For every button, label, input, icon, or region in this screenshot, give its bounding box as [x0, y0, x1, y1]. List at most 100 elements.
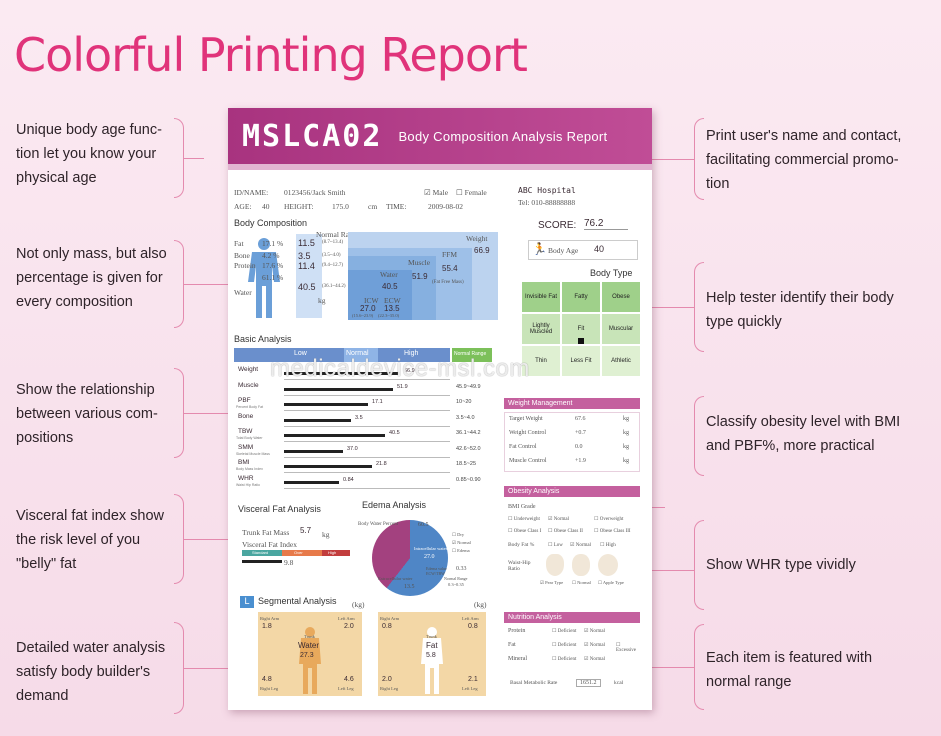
nutrition-checkbox: ☑: [584, 657, 590, 662]
visceral-over-band: [282, 550, 322, 556]
ecw-value: 13.5: [384, 304, 400, 313]
visceral-over-label: Over: [294, 550, 303, 555]
basic-row-range: 18.5~25: [456, 461, 477, 467]
visceral-standard-band: [242, 550, 282, 556]
icw-range: (15.6~23.9): [352, 313, 374, 318]
visceral-fat-title: Visceral Fat Analysis: [238, 504, 321, 514]
note-body-age: Unique body age func- tion let you know …: [16, 122, 162, 186]
bmr-unit: kcal: [614, 680, 624, 686]
basic-row-bar: [284, 480, 339, 484]
banner-strip: [228, 164, 652, 170]
nutrition-label: Mineral: [508, 656, 527, 662]
brace: [694, 396, 704, 476]
protein-range: (9.4~12.7): [322, 263, 344, 268]
bmi-option-5: ☐ Obese Class II: [548, 529, 583, 534]
basic-row-name: PBF: [238, 397, 251, 404]
obesity-analysis-title: Obesity Analysis: [504, 486, 640, 497]
visceral-bar: [242, 560, 282, 563]
fat-range: (8.7~13.4): [322, 240, 344, 245]
bmi-option-4: ☐ Obese Class I: [508, 529, 542, 534]
weight-mgmt-unit: kg: [623, 430, 629, 436]
brace: [174, 118, 184, 198]
basic-row-divider: [284, 379, 450, 380]
basic-row-value: 0.84: [343, 476, 354, 483]
nutrition-checkbox: ☐: [552, 657, 558, 662]
ecw-range: (22.3~35.0): [378, 313, 400, 318]
basic-row-bar: [284, 434, 385, 437]
bone-pct: 4.2 %: [262, 251, 280, 260]
basic-row-bar: [284, 418, 351, 422]
trunk-fat-label: Trunk Fat Mass: [242, 528, 290, 537]
segment-logo-icon: L: [240, 596, 254, 608]
bone-value: 3.5: [298, 251, 311, 261]
basic-row-value: 40.5: [389, 430, 400, 436]
water-center-label: Water: [298, 641, 320, 650]
whr-apple: ☐ Apple Type: [598, 580, 624, 585]
water-left-leg-label: Left Leg: [338, 686, 354, 691]
water-pct: 61.1 %: [262, 273, 284, 282]
leader-line: [184, 668, 254, 670]
protein-pct: 17.6 %: [262, 261, 284, 270]
basic-row-divider: [284, 456, 450, 458]
edema-bwp-value: 60.5: [418, 522, 429, 528]
basic-row-name: WHR: [238, 474, 254, 482]
brace: [694, 262, 704, 352]
basic-row-name: Bone: [238, 412, 254, 420]
nutrition-option-label: Deficient: [557, 643, 577, 648]
score-value: 76.2: [584, 218, 628, 230]
height-unit: cm: [368, 202, 378, 211]
basic-row-divider: [284, 410, 450, 411]
fat-figure: [420, 626, 444, 696]
nutrition-option-label: Deficient: [557, 629, 577, 634]
nutrition-option: ☑ Normal: [584, 656, 605, 662]
water-inner-value: 40.5: [382, 282, 398, 291]
trunk-fat-unit: kg: [322, 530, 330, 539]
id-label: ID/NAME:: [234, 188, 269, 197]
pear-figure: [546, 554, 564, 576]
fat-value: 11.5: [298, 238, 315, 248]
protein-value: 11.4: [298, 261, 315, 271]
water-left-leg-value: 4.6: [344, 676, 354, 683]
whr-label: Waist-Hip Ratio: [508, 560, 531, 572]
header-normal-range: Normal Range: [454, 351, 487, 357]
body-fat-normal: ☑ Normal: [570, 543, 592, 548]
basic-row-name: SMM: [238, 443, 254, 451]
bmr-label: Basal Metabolic Rate: [510, 680, 558, 686]
water-range: (36.1~44.2): [322, 284, 346, 289]
time-value: 2009-08-02: [428, 202, 463, 211]
basic-row-subtitle: Waist Hip Ratio: [236, 482, 260, 487]
nutrition-option-label: Deficient: [557, 657, 577, 662]
id-value: 0123456/Jack Smith: [284, 188, 346, 197]
basic-row-name: TBW: [238, 428, 253, 435]
score-label: SCORE:: [538, 220, 577, 231]
body-composition-title: Body Composition: [234, 218, 308, 228]
nutrition-option-label: Normal: [589, 657, 606, 662]
weight-mgmt-label: Target Weight: [509, 416, 543, 422]
basic-row-value: 51.9: [397, 383, 408, 390]
nutrition-option: ☐ Deficient: [552, 656, 576, 662]
bmi-option-2: ☑ Normal: [548, 517, 570, 522]
visceral-high-band: [322, 550, 350, 556]
body-type-cell: Less Fit: [562, 346, 600, 376]
basic-row-subtitle: Body Mass Index: [236, 467, 263, 471]
weight-value: 66.9: [474, 246, 490, 255]
basic-row-name: BMI: [238, 459, 250, 466]
nutrition-option: ☐ Deficient: [552, 642, 576, 648]
normal-figure: [572, 554, 590, 576]
nutrition-label: Protein: [508, 628, 526, 634]
fat-right-leg-value: 2.0: [382, 676, 392, 683]
brace: [174, 494, 184, 584]
apple-figure: [598, 554, 618, 576]
nutrition-option: ☐ Excessive: [616, 642, 640, 653]
hospital-name: ABC Hospital: [518, 186, 576, 195]
basic-row: PBF Percent Body Fat 17.1 10~20: [234, 397, 504, 412]
edema-ratio-label: Edema value ECW/TBW: [426, 566, 447, 576]
note-body-type: Help tester identify their body type qui…: [706, 290, 894, 330]
basic-row-range: 10~20: [456, 399, 472, 405]
muscle-value: 51.9: [412, 272, 428, 281]
nutrition-option: ☑ Normal: [584, 642, 605, 648]
nutrition-option: ☑ Normal: [584, 628, 605, 634]
weight-mgmt-value: +1.9: [575, 458, 586, 464]
edema-ratio-value: 0.33: [456, 566, 467, 572]
basic-row-value: 3.5: [355, 414, 363, 421]
